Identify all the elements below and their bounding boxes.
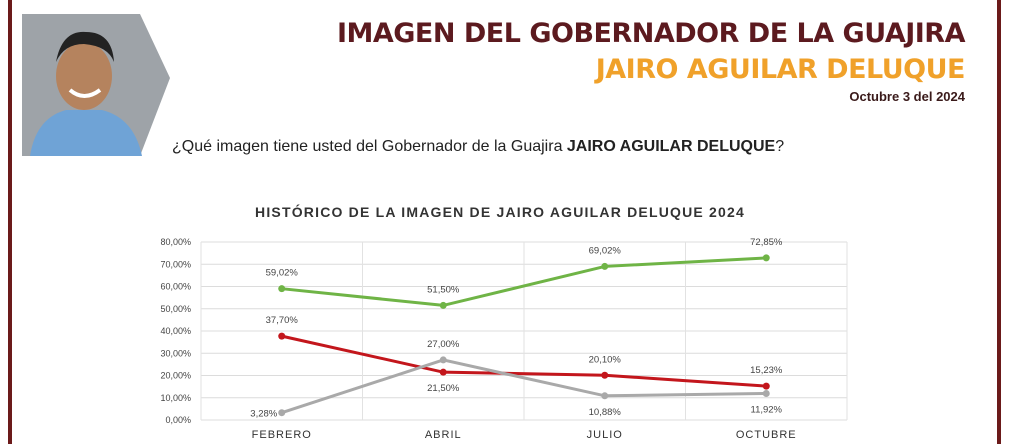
value-label: 3,28% <box>250 409 277 420</box>
value-label: 10,88% <box>589 407 622 418</box>
subtitle: JAIRO AGUILAR DELUQUE <box>595 54 966 85</box>
y-tick-label: 50,00% <box>160 304 191 314</box>
value-label: 27,00% <box>427 339 460 350</box>
point <box>601 262 609 270</box>
value-label: 20,10% <box>589 354 622 365</box>
point <box>762 254 770 262</box>
face <box>56 42 112 110</box>
shirt <box>30 110 142 156</box>
series-line <box>281 256 767 307</box>
value-label: 37,70% <box>266 315 299 326</box>
question-text: ¿Qué imagen tiene usted del Gobernador d… <box>172 138 567 155</box>
value-label: 15,23% <box>750 365 783 376</box>
series-line <box>281 358 767 415</box>
frame-left <box>8 0 12 444</box>
date: Octubre 3 del 2024 <box>849 89 965 104</box>
point <box>439 356 447 364</box>
value-label: 59,02% <box>266 268 299 279</box>
value-label: 69,02% <box>589 245 622 256</box>
question-name: JAIRO AGUILAR DELUQUE <box>566 138 776 155</box>
hair <box>56 31 114 62</box>
point <box>278 332 286 340</box>
question: ¿Qué imagen tiene usted del Gobernador d… <box>172 138 784 156</box>
series-line <box>281 334 767 388</box>
point <box>762 382 770 390</box>
y-tick-label: 60,00% <box>160 282 191 292</box>
question-text: ? <box>775 138 785 155</box>
smile <box>68 88 102 98</box>
x-tick-label: FEBRERO <box>252 429 312 441</box>
x-tick-label: OCTUBRE <box>736 429 797 441</box>
value-label: 51,50% <box>427 284 460 295</box>
y-tick-label: 80,00% <box>160 237 191 247</box>
point <box>278 285 286 293</box>
y-tick-label: 70,00% <box>160 259 191 269</box>
chart-title: HISTÓRICO DE LA IMAGEN DE JAIRO AGUILAR … <box>255 203 745 220</box>
y-tick-label: 20,00% <box>160 371 191 381</box>
value-label: 11,92% <box>750 404 782 415</box>
y-tick-label: 10,00% <box>160 393 191 403</box>
point <box>762 389 770 397</box>
value-label: 21,50% <box>427 383 460 394</box>
y-tick-label: 40,00% <box>160 326 191 336</box>
y-tick-label: 0,00% <box>165 415 191 425</box>
y-tick-label: 30,00% <box>160 348 191 358</box>
title: IMAGEN DEL GOBERNADOR DE LA GUAJIRA <box>336 18 966 49</box>
point <box>278 409 286 417</box>
point <box>601 392 609 400</box>
point <box>439 301 447 309</box>
point <box>601 371 609 379</box>
frame-right <box>997 0 1001 444</box>
chart: HISTÓRICO DE LA IMAGEN DE JAIRO AGUILAR … <box>160 203 848 441</box>
x-tick-label: JULIO <box>587 429 623 441</box>
x-tick-label: ABRIL <box>425 429 462 441</box>
value-label: 72,85% <box>750 237 783 248</box>
point <box>439 368 447 376</box>
photo <box>22 14 170 156</box>
